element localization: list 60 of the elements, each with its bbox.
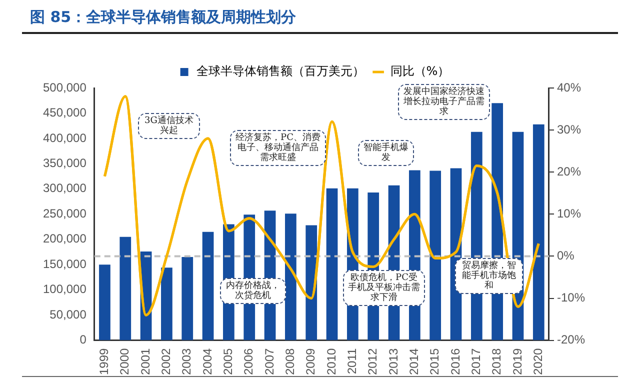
- annotation: 内存价格战，次贷危机: [220, 278, 286, 304]
- annotation: 经济复苏，PC、消费电子、移动通信产品需求旺盛: [230, 130, 326, 166]
- x-tick-label: 2012: [366, 348, 380, 376]
- y-tick-label: 50,000: [50, 307, 87, 322]
- y2-tick-label: 0%: [556, 248, 575, 263]
- legend-label: 全球半导体销售额（百万美元）: [196, 64, 364, 78]
- bar: [161, 268, 172, 340]
- y2-tick-label: 30%: [556, 122, 582, 136]
- annotation: 贸易摩擦，智能手机市场饱和: [455, 258, 523, 294]
- bar: [430, 170, 442, 340]
- x-tick-label: 2018: [490, 348, 504, 376]
- y-tick-label: 350,000: [42, 156, 87, 170]
- bar: [182, 257, 194, 340]
- bar: [326, 188, 338, 340]
- x-tick-label: 2002: [159, 348, 174, 376]
- annotation: 欧债危机，PC受手机及平板冲击需求下滑: [343, 270, 425, 306]
- chart-title: 图 85：全球半导体销售额及周期性划分: [30, 8, 296, 27]
- x-tick-label: 1999: [97, 348, 112, 376]
- y-tick-label: 100,000: [42, 282, 87, 296]
- x-tick-label: 2016: [448, 348, 462, 376]
- y-tick-label: 200,000: [42, 232, 87, 246]
- y2-tick-label: 40%: [556, 80, 582, 94]
- legend-label: 同比（%）: [390, 64, 450, 78]
- annotation: 发展中国家经济快速增长拉动电子产品需求: [398, 84, 490, 120]
- y-tick-label: 500,000: [42, 80, 87, 94]
- y-tick-label: 300,000: [42, 181, 87, 196]
- y-tick-label: 0: [80, 332, 87, 347]
- y-tick-label: 450,000: [42, 106, 87, 120]
- x-tick-label: 2001: [138, 348, 152, 376]
- y2-tick-label: -20%: [556, 332, 586, 347]
- x-tick-label: 2014: [406, 348, 421, 376]
- x-tick-label: 2008: [283, 348, 297, 376]
- y2-tick-label: 20%: [556, 164, 582, 178]
- x-tick-label: 2009: [304, 348, 318, 376]
- x-tick-label: 2015: [428, 348, 442, 376]
- x-tick-label: 2005: [221, 348, 236, 376]
- bar: [120, 236, 132, 340]
- x-tick-label: 2019: [510, 348, 524, 376]
- x-tick-label: 2004: [200, 348, 214, 376]
- y2-tick-label: -10%: [556, 290, 586, 305]
- bar: [285, 214, 296, 340]
- x-tick-label: 2017: [468, 348, 483, 376]
- x-tick-label: 2011: [344, 348, 359, 374]
- bar: [532, 124, 544, 340]
- x-tick-label: 2010: [324, 348, 338, 376]
- x-tick-label: 2013: [386, 348, 400, 376]
- y2-tick-label: 10%: [556, 206, 582, 220]
- x-tick-label: 2006: [242, 348, 256, 376]
- y-tick-label: 250,000: [42, 206, 87, 220]
- annotation: 3G通信技术兴起: [138, 113, 200, 139]
- y-tick-label: 400,000: [42, 130, 87, 145]
- y-tick-label: 150,000: [42, 256, 87, 271]
- bar: [99, 264, 110, 340]
- annotation: 智能手机爆发: [358, 140, 414, 166]
- bar: [202, 232, 214, 340]
- x-tick-label: 2020: [530, 348, 545, 376]
- x-tick-label: 2000: [118, 348, 132, 376]
- x-tick-label: 2003: [180, 348, 194, 376]
- bar: [306, 225, 318, 340]
- x-tick-label: 2007: [262, 348, 276, 376]
